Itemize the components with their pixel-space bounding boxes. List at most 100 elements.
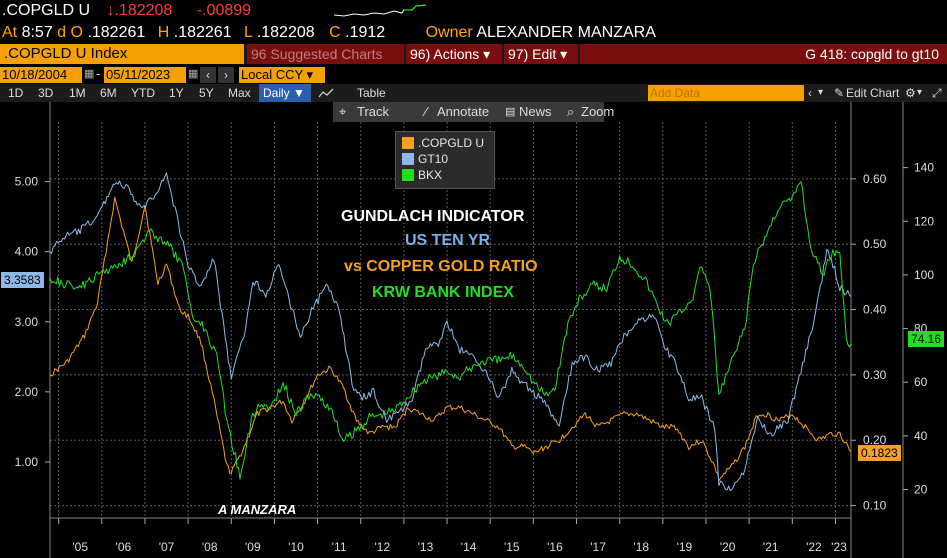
edit-chart-button[interactable]: Edit Chart xyxy=(846,86,900,100)
ticker: .COPGLD U xyxy=(2,2,91,19)
expand-icon[interactable]: ⤢ xyxy=(932,86,942,100)
bkx-last-tag: 74.16 xyxy=(908,331,945,347)
tick-label-x: '20 xyxy=(720,540,736,554)
tick-label-x: '16 xyxy=(547,540,563,554)
news-button[interactable]: News xyxy=(519,104,552,119)
zoom-button[interactable]: Zoom xyxy=(581,104,615,119)
legend-label: .COPGLD U xyxy=(418,136,485,150)
range-6m[interactable]: 6M xyxy=(100,86,117,100)
tick-label-x: '07 xyxy=(159,540,175,554)
add-data-input[interactable]: Add Data xyxy=(648,85,804,101)
end-date-input[interactable]: 05/11/2023 xyxy=(104,67,186,83)
edit-button[interactable]: 97) Edit ▾ xyxy=(504,44,578,64)
high-label: H xyxy=(157,24,170,41)
annotate-button[interactable]: Annotate xyxy=(437,104,490,119)
start-date-input[interactable]: 10/18/2004 xyxy=(0,67,82,83)
gear-icon[interactable]: ⚙ xyxy=(905,86,916,100)
tick-label-x: '10 xyxy=(288,540,304,554)
news-icon[interactable]: ▤ xyxy=(505,106,516,118)
prev-period-button[interactable]: ‹ xyxy=(200,67,216,83)
tick-label-x: '05 xyxy=(72,540,88,554)
down-arrow-icon: ↓ xyxy=(106,2,115,19)
close-label: C xyxy=(329,24,341,41)
range-bar: 1D 3D 1M 6M YTD 1Y 5Y Max Daily ▼ Table … xyxy=(0,84,947,102)
tick-label-left: 3.00 xyxy=(15,315,39,329)
tick-label-x: '12 xyxy=(374,540,390,554)
series-line-copgld xyxy=(49,196,852,482)
chevron-down-icon[interactable]: ▾ xyxy=(818,87,824,98)
suggested-charts-button[interactable]: 96 Suggested Charts xyxy=(247,44,404,64)
chevron-down-icon: ▾ xyxy=(560,46,568,62)
sparkline-icon xyxy=(334,4,426,17)
actions-button[interactable]: 96) Actions ▾ xyxy=(406,44,502,64)
series-line-bkx xyxy=(49,181,852,480)
annotation-bkx: KRW BANK INDEX xyxy=(372,284,514,301)
edit-num: 97) xyxy=(508,46,529,62)
tick-label-left: 2.00 xyxy=(15,385,39,399)
price-change: -.00899 xyxy=(196,2,252,19)
annotate-icon[interactable]: ⁄ xyxy=(425,104,428,119)
quote-header: .COPGLD U ↓.182208 -.00899 xyxy=(0,0,947,22)
legend-label: BKX xyxy=(418,168,443,182)
tick-label-x: '21 xyxy=(763,540,779,554)
zoom-icon[interactable]: ⌕ xyxy=(567,104,575,119)
series-line-gt10 xyxy=(49,172,852,492)
tick-label-right-ratio: 0.60 xyxy=(863,172,887,186)
crosshair-icon[interactable]: ⌖ xyxy=(339,104,347,119)
tick-label-left: 1.00 xyxy=(15,455,39,469)
triangle-down-icon: ▼ xyxy=(293,86,305,100)
annotation-gt10: US TEN YR xyxy=(405,232,491,249)
legend-swatch-copgld xyxy=(402,137,414,149)
copgld-last-tag: 0.1823 xyxy=(858,445,901,461)
tick-label-x: '23 xyxy=(831,540,847,554)
quote-details: At 8:57 d O .182261 H .182261 L .182208 … xyxy=(0,22,947,44)
pencil-icon[interactable]: ✎ xyxy=(834,86,845,100)
tick-label-x: '06 xyxy=(116,540,132,554)
range-3d[interactable]: 3D xyxy=(38,86,54,100)
range-1y[interactable]: 1Y xyxy=(169,86,184,100)
track-button[interactable]: Track xyxy=(357,104,390,119)
chevron-down-icon[interactable]: ▾ xyxy=(917,87,923,98)
tick-label-left: 5.00 xyxy=(15,175,39,189)
tick-label-right-index: 20 xyxy=(914,483,928,497)
security-field[interactable]: .COPGLD U Index xyxy=(0,44,244,64)
low-value: .182208 xyxy=(256,24,315,41)
suggested-label: Suggested Charts xyxy=(270,46,383,62)
tick-label-right-index: 60 xyxy=(914,375,928,389)
tick-label-right-ratio: 0.30 xyxy=(863,368,887,382)
high-value: .182261 xyxy=(173,24,232,41)
legend-swatch-bkx xyxy=(402,169,414,181)
calendar-icon[interactable]: ▦ xyxy=(188,68,199,80)
tick-label-x: '22 xyxy=(806,540,822,554)
line-chart-icon[interactable] xyxy=(318,87,334,99)
last-price: .182208 xyxy=(114,2,173,19)
tick-label-right-ratio: 0.10 xyxy=(863,499,887,513)
tick-label-right-ratio: 0.20 xyxy=(863,433,887,447)
series-lines xyxy=(49,172,852,492)
tick-label-right-ratio: 0.50 xyxy=(863,237,887,251)
chevron-left-icon[interactable]: ‹ xyxy=(808,86,812,100)
suggested-num: 96 xyxy=(251,46,267,62)
next-period-button[interactable]: › xyxy=(218,67,234,83)
tick-labels: 0.10 0.20 0.30 0.40 0.50 0.60 1.00 2.00 3.00 4.00… xyxy=(15,161,935,554)
range-1m[interactable]: 1M xyxy=(69,86,86,100)
table-button[interactable]: Table xyxy=(357,86,386,100)
tick-label-right-index: 40 xyxy=(914,429,928,443)
chart-toolbar: ⌖ Track ⁄ Annotate ▤ News ⌕ Zoom xyxy=(333,102,614,122)
frequency-select[interactable]: Daily ▼ xyxy=(259,84,311,102)
tick-label-x: '14 xyxy=(461,540,477,554)
chart-legend[interactable]: .COPGLD U GT10 BKX xyxy=(395,131,495,189)
range-ytd[interactable]: YTD xyxy=(131,86,155,100)
tick-label-right-index: 140 xyxy=(914,161,934,175)
range-1d[interactable]: 1D xyxy=(8,86,24,100)
tick-label-x: '17 xyxy=(590,540,606,554)
currency-select[interactable]: Local CCY ▾ xyxy=(239,67,325,83)
gt10-last-tag: 3.3583 xyxy=(1,272,44,288)
annotation-author: A MANZARA xyxy=(218,502,297,517)
range-5y[interactable]: 5Y xyxy=(199,86,214,100)
at-label: At xyxy=(2,24,18,41)
range-max[interactable]: Max xyxy=(228,86,251,100)
edit-label: Edit xyxy=(532,46,557,62)
calendar-icon[interactable]: ▦ xyxy=(84,68,95,80)
annotation-copgld: vs COPPER GOLD RATIO xyxy=(344,258,538,275)
